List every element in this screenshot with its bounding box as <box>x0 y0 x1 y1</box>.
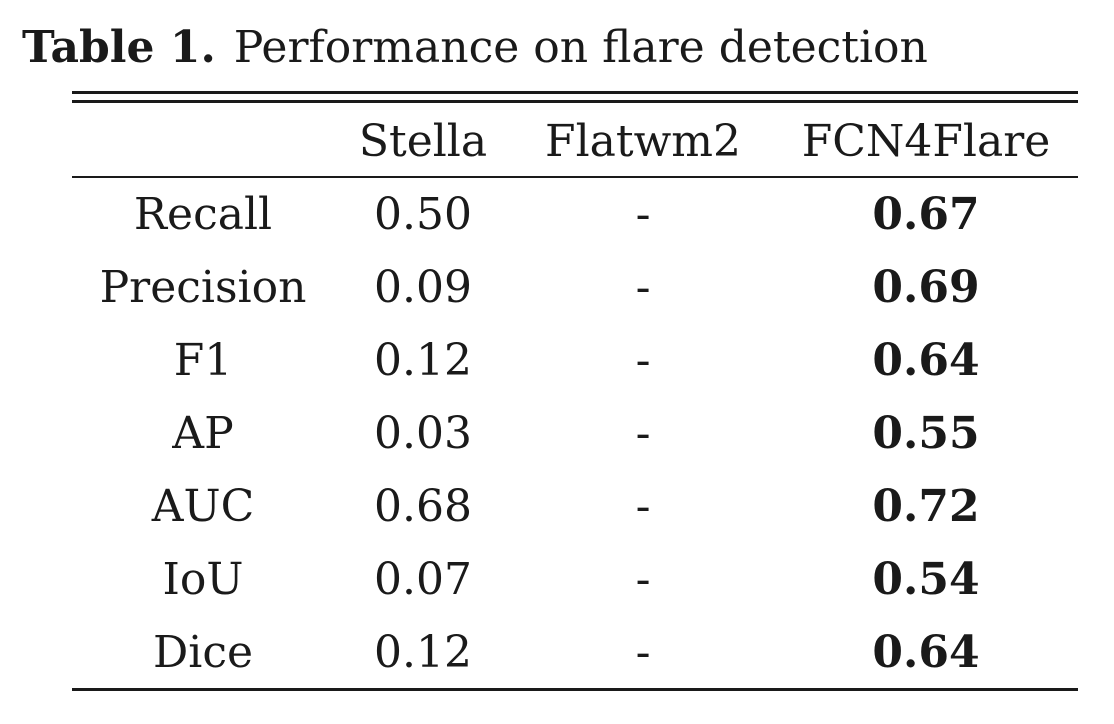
table-row: Precision 0.09 - 0.69 <box>72 251 1078 324</box>
bottom-rule <box>72 688 1078 691</box>
header-cell-metric <box>72 104 334 178</box>
table-row: Dice 0.12 - 0.64 <box>72 616 1078 689</box>
top-rule-outer <box>72 91 1078 94</box>
metric-cell: F1 <box>173 335 233 386</box>
table-caption: Table 1. Performance on flare detection <box>22 18 928 78</box>
stella-cell: 0.50 <box>374 189 472 240</box>
results-table: Stella Flatwm2 FCN4Flare Recall 0.50 - 0… <box>72 104 1078 689</box>
table-row: AP 0.03 - 0.55 <box>72 397 1078 470</box>
fcn4flare-cell: 0.64 <box>872 627 980 678</box>
fcn4flare-cell: 0.54 <box>872 554 980 605</box>
flatwm2-cell: - <box>635 627 651 678</box>
stella-cell: 0.68 <box>374 481 472 532</box>
header-row: Stella Flatwm2 FCN4Flare <box>72 104 1078 178</box>
table-row: AUC 0.68 - 0.72 <box>72 470 1078 543</box>
stella-cell: 0.07 <box>374 554 472 605</box>
table-row: Recall 0.50 - 0.67 <box>72 178 1078 251</box>
metric-cell: Dice <box>152 627 254 678</box>
flatwm2-cell: - <box>635 481 651 532</box>
stella-cell: 0.09 <box>374 262 472 313</box>
fcn4flare-cell: 0.55 <box>872 408 980 459</box>
fcn4flare-cell: 0.64 <box>872 335 980 386</box>
header-cell-fcn4flare: FCN4Flare <box>801 115 1051 167</box>
flatwm2-cell: - <box>635 262 651 313</box>
fcn4flare-cell: 0.72 <box>872 481 980 532</box>
flatwm2-cell: - <box>635 408 651 459</box>
flatwm2-cell: - <box>635 335 651 386</box>
table-row: IoU 0.07 - 0.54 <box>72 543 1078 616</box>
metric-cell: IoU <box>162 554 244 605</box>
table-label: Table 1. <box>22 22 216 73</box>
table-caption-text: Performance on flare detection <box>233 22 928 73</box>
flatwm2-cell: - <box>635 554 651 605</box>
metric-cell: AUC <box>151 481 255 532</box>
metric-cell: AP <box>172 408 234 459</box>
flatwm2-cell: - <box>635 189 651 240</box>
header-cell-stella: Stella <box>358 115 488 167</box>
stella-cell: 0.12 <box>374 335 472 386</box>
table-row: F1 0.12 - 0.64 <box>72 324 1078 397</box>
fcn4flare-cell: 0.67 <box>872 189 980 240</box>
metric-cell: Precision <box>99 262 307 313</box>
stella-cell: 0.12 <box>374 627 472 678</box>
stella-cell: 0.03 <box>374 408 472 459</box>
top-rule-inner <box>72 100 1078 103</box>
fcn4flare-cell: 0.69 <box>872 262 980 313</box>
header-rule <box>72 176 1078 178</box>
header-cell-flatwm2: Flatwm2 <box>545 115 741 167</box>
metric-cell: Recall <box>133 189 273 240</box>
